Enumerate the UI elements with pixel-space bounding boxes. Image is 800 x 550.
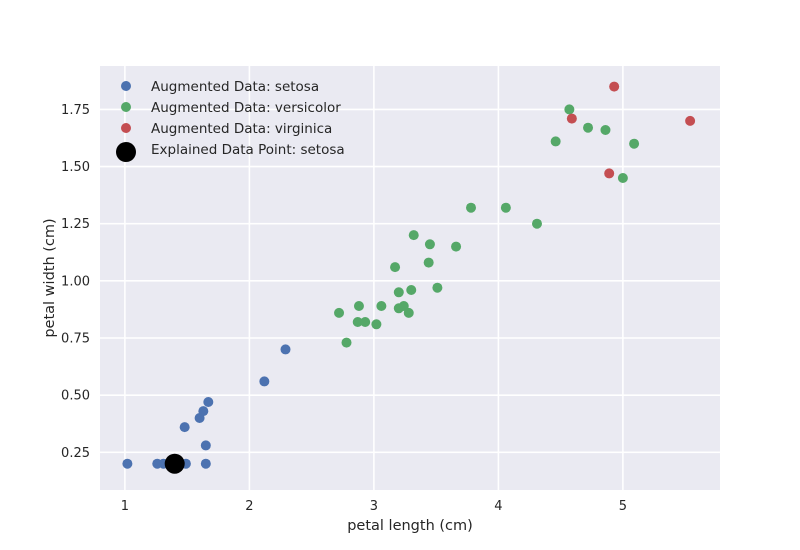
data-point [423,257,434,268]
data-point [398,301,409,311]
data-point [451,241,462,252]
data-point [609,81,620,92]
legend-marker [121,81,131,91]
data-point [629,138,640,149]
y-tick-label: 0.50 [61,389,90,404]
data-point [360,317,371,327]
legend-marker [116,142,136,162]
data-point [179,422,190,433]
data-point [200,440,211,451]
legend-marker [121,102,131,112]
legend-label: Augmented Data: setosa [151,79,319,95]
y-tick-label: 1.75 [61,103,90,118]
data-point [466,202,477,213]
data-point [566,113,577,124]
grid-lines [100,66,720,490]
y-tick-label: 1.25 [61,217,90,232]
data-point [403,307,414,318]
data-point [122,458,133,469]
data-point [406,285,417,295]
y-tick-label: 0.75 [61,332,90,347]
explained-point [164,453,185,474]
data-point [393,287,404,298]
data-point [259,376,270,387]
y-tick-labels: 0.25 0.50 0.75 1.00 1.25 1.50 1.75 [61,103,90,461]
data-point [352,317,363,327]
legend-marker [121,123,131,133]
x-tick-label: 5 [619,499,627,514]
data-point [408,230,419,241]
x-tick-labels: 1 2 3 4 5 [121,499,627,514]
data-point [583,122,594,133]
data-point [600,125,611,135]
x-tick-label: 1 [121,499,129,514]
y-tick-label: 1.50 [61,160,90,175]
data-point [200,458,211,469]
legend: Augmented Data: setosa Augmented Data: ve… [116,79,345,162]
legend-label: Augmented Data: virginica [151,121,332,137]
data-point [531,218,542,229]
data-points [122,81,696,474]
data-point [564,104,575,115]
data-point [280,344,291,355]
data-point [198,406,209,417]
x-tick-label: 3 [370,499,378,514]
y-tick-label: 1.00 [61,274,90,289]
data-point [376,301,387,311]
x-tick-label: 2 [245,499,253,514]
data-point [353,301,364,311]
data-point [432,282,443,293]
data-point [371,319,382,330]
legend-label: Augmented Data: versicolor [151,100,341,116]
data-point [604,168,615,179]
data-point [390,262,401,273]
data-point [500,202,511,213]
data-point [341,337,352,348]
x-axis-label: petal length (cm) [347,518,473,534]
x-tick-label: 4 [494,499,502,514]
data-point [424,239,435,250]
legend-label: Explained Data Point: setosa [151,142,345,158]
data-point [617,173,628,183]
data-point [685,115,696,126]
y-tick-label: 0.25 [61,446,90,461]
data-point [334,307,345,318]
y-axis-label: petal width (cm) [42,218,58,337]
data-point [203,397,214,407]
data-point [550,136,561,147]
